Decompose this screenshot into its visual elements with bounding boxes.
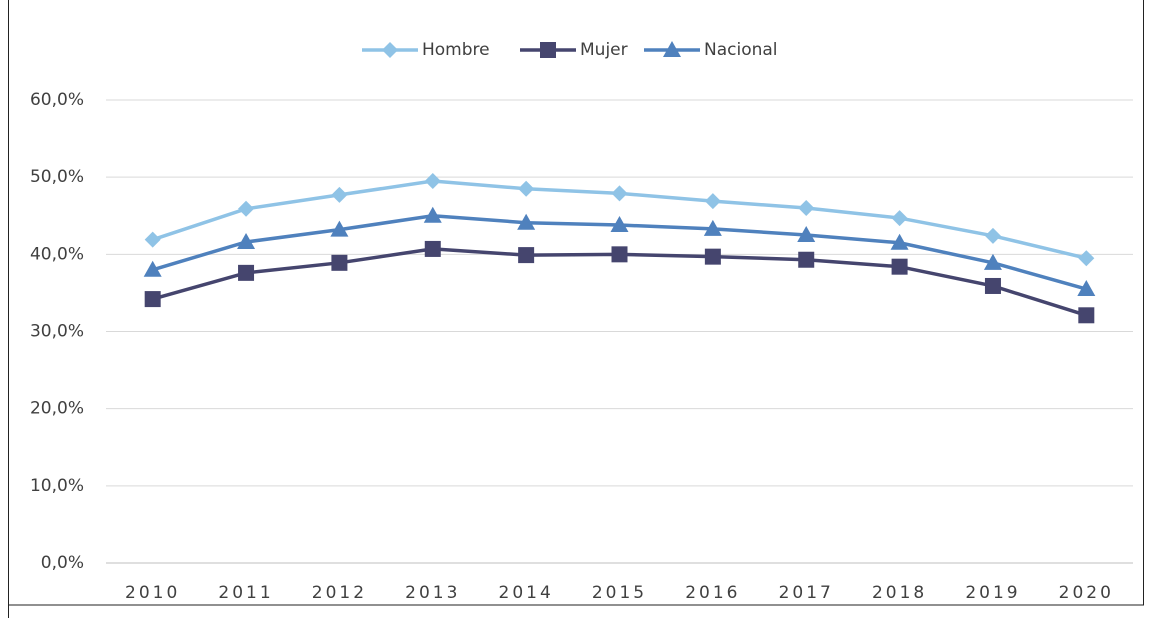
marker	[610, 216, 629, 233]
marker	[144, 291, 161, 308]
x-tick-label: 2017	[779, 583, 834, 603]
marker	[424, 173, 441, 190]
marker	[703, 219, 722, 236]
marker	[891, 258, 908, 275]
y-tick-label: 10,0%	[30, 476, 84, 496]
legend-label: Hombre	[422, 40, 490, 60]
x-tick-label: 2018	[872, 583, 927, 603]
y-tick-label: 20,0%	[30, 399, 84, 419]
marker	[238, 200, 255, 217]
x-tick-label: 2013	[405, 583, 460, 603]
marker	[518, 180, 535, 197]
legend-label: Mujer	[580, 40, 628, 60]
marker	[1077, 280, 1096, 297]
marker	[518, 247, 535, 264]
x-tick-label: 2019	[965, 583, 1020, 603]
marker	[704, 248, 721, 265]
marker	[797, 226, 816, 243]
marker	[540, 42, 556, 58]
chart-border	[8, 0, 1144, 606]
marker	[983, 253, 1002, 270]
x-tick-label: 2011	[218, 583, 273, 603]
y-tick-label: 30,0%	[30, 322, 84, 342]
y-tick-label: 40,0%	[30, 244, 84, 264]
marker	[144, 231, 161, 248]
marker	[238, 264, 255, 281]
marker	[798, 251, 815, 268]
marker	[611, 246, 628, 263]
y-tick-label: 0,0%	[41, 553, 84, 573]
marker	[798, 200, 815, 217]
marker	[424, 240, 441, 257]
x-tick-label: 2020	[1059, 583, 1114, 603]
marker	[663, 41, 681, 57]
marker	[984, 277, 1001, 294]
marker	[517, 213, 536, 230]
marker	[1078, 250, 1095, 267]
marker	[330, 220, 349, 237]
marker	[704, 193, 721, 210]
marker	[1078, 307, 1095, 324]
x-tick-label: 2012	[312, 583, 367, 603]
marker	[423, 206, 442, 223]
marker	[331, 186, 348, 203]
marker	[890, 233, 909, 250]
marker	[331, 254, 348, 271]
legend-label: Nacional	[704, 40, 778, 60]
marker	[237, 232, 256, 249]
x-tick-label: 2016	[685, 583, 740, 603]
x-tick-label: 2015	[592, 583, 647, 603]
marker	[984, 227, 1001, 244]
x-tick-label: 2014	[499, 583, 554, 603]
marker	[891, 210, 908, 227]
marker	[382, 42, 398, 58]
y-tick-label: 50,0%	[30, 167, 84, 187]
y-tick-label: 60,0%	[30, 90, 84, 110]
marker	[611, 185, 628, 202]
marker	[143, 260, 162, 277]
x-tick-label: 2010	[125, 583, 180, 603]
